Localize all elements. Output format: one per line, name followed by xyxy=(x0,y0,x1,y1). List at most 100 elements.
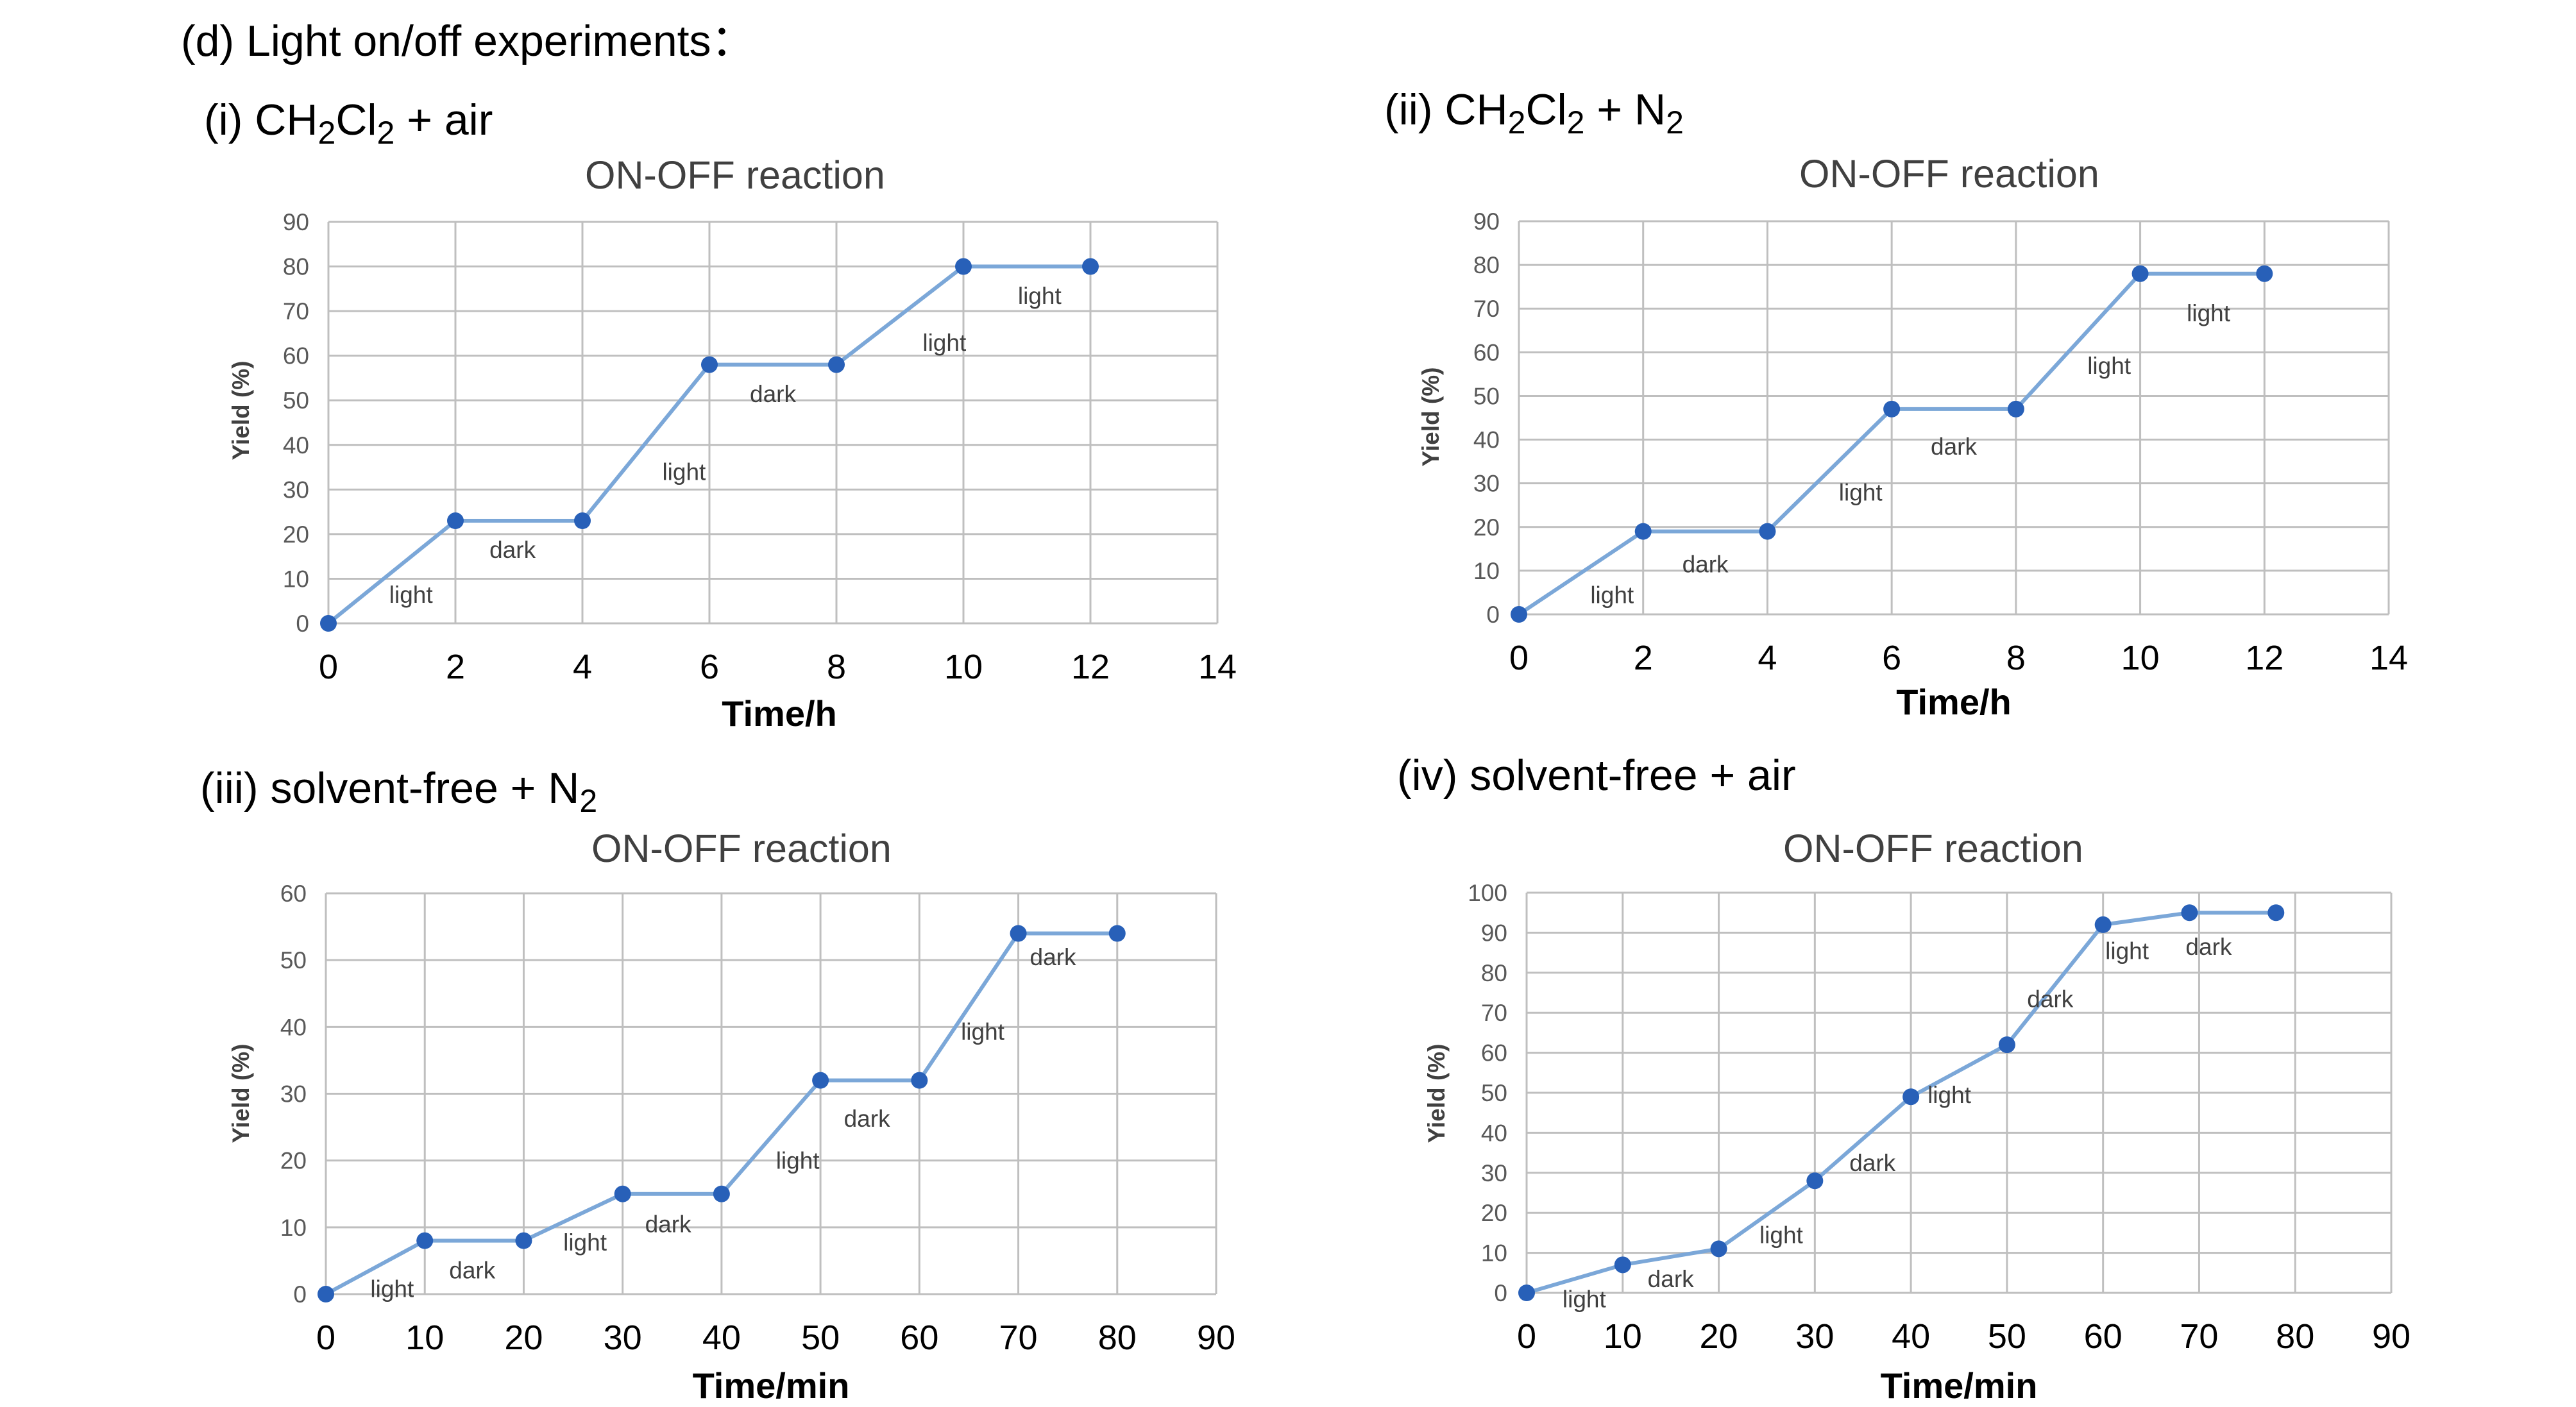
phase-annotation: dark xyxy=(1648,1266,1694,1292)
x-tick-label: 50 xyxy=(801,1319,840,1357)
phase-annotation: light xyxy=(1759,1222,1804,1249)
y-axis-title: Yield (%) xyxy=(228,1044,254,1143)
data-point xyxy=(1806,1172,1824,1190)
x-tick-label: 60 xyxy=(2084,1317,2123,1356)
y-tick-label: 40 xyxy=(283,432,309,459)
x-tick-label: 40 xyxy=(1892,1317,1930,1356)
y-tick-label: 10 xyxy=(1481,1240,1507,1267)
y-tick-label: 20 xyxy=(1473,514,1500,541)
data-point xyxy=(574,512,591,530)
x-tick-label: 40 xyxy=(702,1319,741,1357)
x-tick-label: 0 xyxy=(316,1319,335,1357)
x-tick-label: 70 xyxy=(999,1319,1038,1357)
y-tick-label: 60 xyxy=(283,343,309,369)
x-tick-label: 8 xyxy=(2006,639,2026,677)
phase-annotation: dark xyxy=(1682,552,1729,578)
data-point xyxy=(318,1286,334,1302)
data-point xyxy=(1108,925,1126,942)
data-point xyxy=(1998,1036,2015,1054)
x-axis-title: Time/min xyxy=(693,1365,850,1406)
phase-annotation: light xyxy=(662,459,706,485)
x-tick-label: 2 xyxy=(446,648,465,686)
x-tick-label: 14 xyxy=(2369,639,2408,677)
data-point xyxy=(614,1185,631,1202)
phase-annotation: light xyxy=(776,1148,820,1174)
figure-title: (d) Light on/off experiments： xyxy=(181,17,755,65)
y-tick-label: 60 xyxy=(280,880,307,907)
data-point xyxy=(447,512,464,530)
chart-title-4: ON-OFF reaction xyxy=(1783,827,2083,870)
y-tick-label: 60 xyxy=(1473,339,1500,366)
x-tick-label: 10 xyxy=(944,648,983,686)
data-point xyxy=(2267,904,2285,922)
phase-annotation: light xyxy=(2087,353,2131,379)
x-tick-label: 70 xyxy=(2180,1317,2218,1356)
y-tick-label: 10 xyxy=(280,1215,307,1241)
x-tick-label: 6 xyxy=(700,648,719,686)
phase-annotation: dark xyxy=(750,381,796,407)
x-tick-label: 0 xyxy=(319,648,338,686)
y-tick-label: 10 xyxy=(283,566,309,592)
y-tick-label: 0 xyxy=(296,611,309,637)
x-tick-label: 30 xyxy=(604,1319,642,1357)
phase-annotation: light xyxy=(1928,1082,1972,1108)
phase-annotation: light xyxy=(389,582,434,608)
x-tick-label: 12 xyxy=(2245,639,2284,677)
data-point xyxy=(713,1185,730,1202)
phase-annotation: light xyxy=(1563,1286,1607,1312)
data-point xyxy=(1883,400,1901,417)
x-tick-label: 0 xyxy=(1517,1317,1536,1356)
phase-annotation: light xyxy=(2187,300,2231,326)
phase-annotation: light xyxy=(1018,283,1062,309)
y-tick-label: 100 xyxy=(1468,880,1507,906)
x-axis-title: Time/h xyxy=(1896,682,2011,722)
phase-annotation: light xyxy=(961,1019,1005,1045)
chart-title-1: ON-OFF reaction xyxy=(585,153,885,197)
x-tick-label: 60 xyxy=(900,1319,938,1357)
data-point xyxy=(320,615,337,632)
x-tick-label: 0 xyxy=(1509,639,1529,677)
y-tick-label: 30 xyxy=(283,476,309,503)
data-point xyxy=(1511,606,1527,623)
y-tick-label: 0 xyxy=(1494,1280,1507,1306)
panel-label-2: (ii) CH2Cl2 + N2 xyxy=(1384,85,1684,140)
y-tick-label: 80 xyxy=(283,254,309,280)
x-tick-label: 90 xyxy=(2372,1317,2411,1356)
chart-title-3: ON-OFF reaction xyxy=(591,827,892,870)
y-tick-label: 70 xyxy=(1481,1000,1507,1026)
data-point xyxy=(2256,265,2273,282)
data-point xyxy=(955,258,972,275)
phase-annotation: dark xyxy=(449,1258,495,1284)
data-point xyxy=(1710,1240,1727,1258)
y-tick-label: 70 xyxy=(1473,296,1500,322)
data-point xyxy=(828,356,845,373)
data-point xyxy=(416,1232,434,1249)
panel-label-1: (i) CH2Cl2 + air xyxy=(204,96,493,151)
x-axis-title: Time/min xyxy=(1881,1365,2038,1406)
x-tick-label: 6 xyxy=(1882,639,1901,677)
data-point xyxy=(515,1232,532,1249)
y-tick-label: 50 xyxy=(280,947,307,973)
x-tick-label: 20 xyxy=(1700,1317,1738,1356)
x-tick-label: 2 xyxy=(1634,639,1653,677)
x-tick-label: 4 xyxy=(573,648,592,686)
y-tick-label: 90 xyxy=(283,209,309,235)
phase-annotation: light xyxy=(1839,479,1883,505)
y-tick-label: 70 xyxy=(283,298,309,324)
phase-annotation: light xyxy=(922,330,967,356)
y-tick-label: 0 xyxy=(1486,602,1500,628)
series-line xyxy=(1526,911,2276,1295)
x-tick-label: 12 xyxy=(1071,648,1110,686)
x-tick-label: 8 xyxy=(827,648,846,686)
data-point xyxy=(812,1072,829,1089)
x-tick-label: 14 xyxy=(1198,648,1237,686)
phase-annotation: light xyxy=(2105,938,2149,964)
phase-annotation: dark xyxy=(645,1211,691,1238)
x-tick-label: 10 xyxy=(2121,639,2160,677)
data-point xyxy=(1614,1256,1631,1274)
x-tick-label: 90 xyxy=(1197,1319,1235,1357)
data-point xyxy=(1759,523,1776,540)
